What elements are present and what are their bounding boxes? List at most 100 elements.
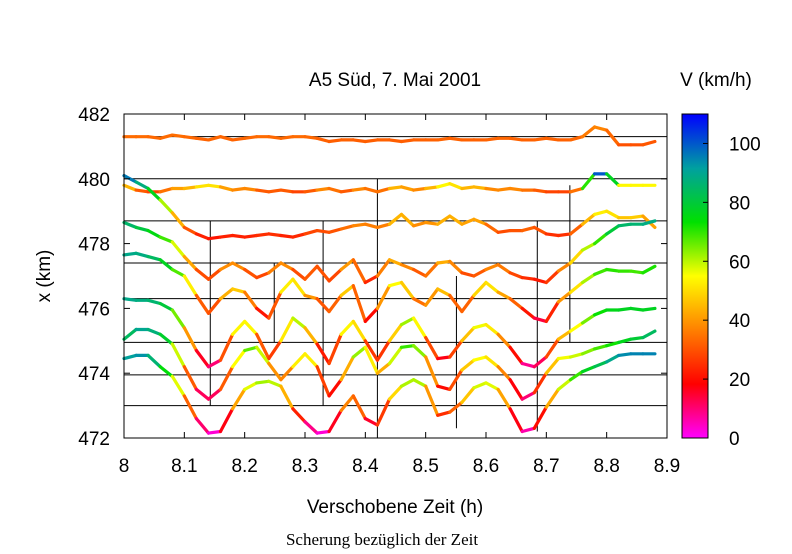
- series-segment: [146, 298, 162, 306]
- series-segment: [363, 345, 379, 375]
- x-tick-label: 8.5: [412, 456, 438, 477]
- series-segment: [327, 186, 343, 194]
- series-segment: [399, 316, 416, 327]
- series-segment: [424, 220, 440, 226]
- series-segment: [231, 287, 247, 294]
- series-segment: [363, 306, 379, 323]
- series-segment: [243, 345, 259, 353]
- series-segment: [460, 358, 476, 372]
- x-tick-label: 8.7: [533, 456, 559, 477]
- series-segment: [363, 339, 379, 362]
- series-segment: [279, 135, 295, 140]
- series-segment: [424, 185, 440, 191]
- series-segment: [158, 365, 174, 378]
- series-segment: [399, 378, 416, 388]
- series-segment: [387, 185, 404, 191]
- colorbar-tick-label: 80: [729, 193, 750, 214]
- series-segment: [375, 284, 392, 310]
- series-segment: [218, 332, 235, 362]
- series-segment: [399, 280, 416, 301]
- series-segment: [267, 290, 283, 320]
- series-segment: [255, 379, 271, 385]
- series-segment: [532, 188, 548, 194]
- x-tick-label: 8.3: [292, 456, 318, 477]
- series-segment: [206, 235, 223, 241]
- series-segment: [436, 182, 452, 189]
- series-segment: [303, 229, 319, 236]
- series-segment: [267, 261, 283, 275]
- series-segment: [532, 316, 548, 323]
- series-3: [122, 174, 657, 241]
- series-segment: [303, 293, 319, 301]
- series-segment: [412, 378, 428, 388]
- series-segment: [218, 261, 235, 272]
- series-segment: [375, 222, 392, 229]
- series-segment: [170, 374, 186, 398]
- series-segment: [496, 387, 512, 411]
- series-segment: [339, 394, 355, 413]
- series-segment: [243, 267, 259, 280]
- series-segment: [231, 348, 247, 369]
- series-segment: [460, 326, 476, 343]
- series-segment: [206, 297, 223, 315]
- series-segment: [448, 259, 464, 275]
- series-segment: [508, 407, 524, 434]
- y-tick-label: 472: [78, 429, 110, 450]
- series-segment: [568, 321, 585, 333]
- series-segment: [532, 355, 548, 369]
- series-segment: [544, 232, 561, 238]
- series-segment: [592, 125, 609, 132]
- x-tick-label: 8.1: [171, 456, 197, 477]
- series-segment: [629, 336, 645, 341]
- series-segment: [134, 180, 150, 191]
- series-segment: [544, 269, 561, 285]
- series-segment: [472, 217, 488, 226]
- series-segment: [363, 417, 379, 427]
- series-segment: [399, 138, 416, 144]
- x-tick-label: 8.8: [593, 456, 619, 477]
- series-segment: [158, 235, 174, 244]
- series-segment: [255, 345, 271, 366]
- series-segment: [303, 188, 319, 194]
- series-segment: [484, 186, 500, 192]
- x-axis: 8 8.1 8.2 8.3 8.4 8.5 8.6 8.7 8.8 8.9: [119, 114, 680, 477]
- series-segment: [484, 381, 500, 391]
- series-segment: [532, 136, 548, 142]
- series-segment: [218, 407, 235, 434]
- series-segment: [580, 125, 597, 139]
- series-segment: [315, 429, 331, 435]
- y-tick-label: 478: [78, 235, 110, 256]
- y-tick-label: 480: [78, 170, 110, 191]
- series-segment: [122, 251, 138, 257]
- series-segment: [182, 274, 198, 297]
- series-segment: [206, 183, 223, 189]
- series-segment: [315, 136, 331, 144]
- series-segment: [122, 327, 138, 341]
- series-segment: [617, 352, 633, 357]
- series-segment: [508, 297, 524, 310]
- series-segment: [255, 271, 271, 280]
- series-segment: [532, 225, 548, 236]
- series-segment: [243, 186, 259, 192]
- series-segment: [605, 267, 621, 273]
- series-segment: [448, 214, 464, 226]
- series-segment: [351, 394, 367, 421]
- series-segment: [592, 267, 609, 276]
- series-segment: [436, 214, 452, 226]
- series-segment: [182, 365, 198, 391]
- series-segment: [339, 258, 355, 272]
- colorbar: [681, 113, 709, 439]
- series-segment: [231, 319, 247, 336]
- series-segment: [170, 133, 186, 139]
- series-1: [122, 125, 657, 147]
- series-segment: [315, 229, 331, 234]
- series-segment: [580, 365, 597, 374]
- series-segment: [146, 186, 162, 202]
- series-segment: [399, 344, 416, 349]
- series-segment: [592, 360, 609, 369]
- series-segment: [424, 355, 440, 388]
- series-segment: [508, 186, 524, 192]
- series-segment: [206, 267, 223, 281]
- series-segment: [556, 329, 573, 341]
- series-segment: [592, 232, 609, 246]
